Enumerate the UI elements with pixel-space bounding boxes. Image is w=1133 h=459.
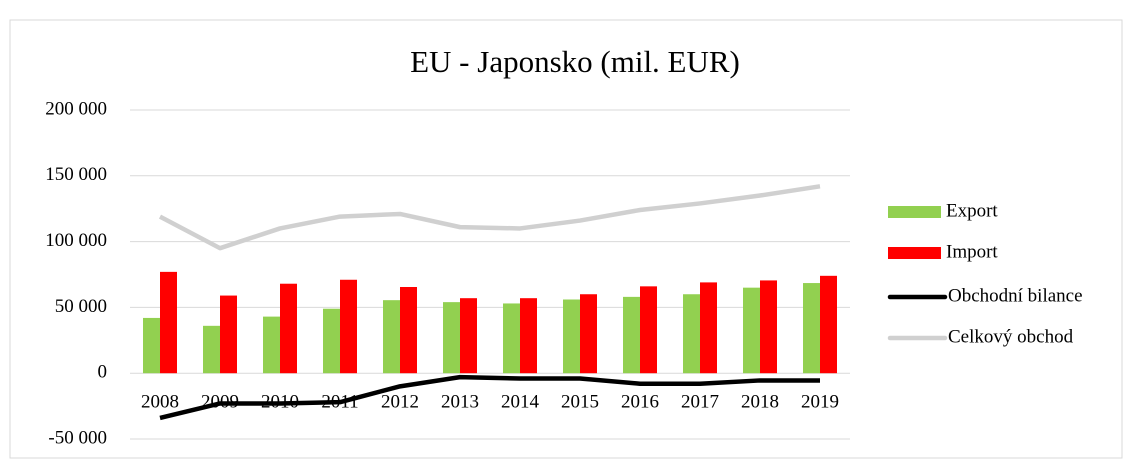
x-tick-label: 2014	[501, 392, 540, 413]
legend-swatch	[888, 206, 941, 218]
x-tick-label: 2019	[801, 392, 839, 413]
bar	[820, 275, 837, 374]
x-tick-label: 2012	[381, 392, 419, 413]
bar	[743, 287, 760, 374]
bar	[160, 271, 177, 374]
bar	[503, 303, 520, 374]
y-tick-label: 200 000	[45, 98, 107, 119]
legend-label: Export	[946, 200, 998, 221]
bar	[460, 298, 477, 374]
x-tick-label: 2016	[621, 392, 659, 413]
y-tick-label: 150 000	[45, 164, 107, 185]
bar	[700, 282, 717, 374]
x-tick-label: 2015	[561, 392, 599, 413]
bar	[220, 295, 237, 374]
x-tick-label: 2017	[681, 392, 719, 413]
bar	[143, 317, 160, 374]
bar	[760, 280, 777, 374]
x-tick-label: 2008	[141, 392, 179, 413]
y-tick-label: -50 000	[48, 427, 107, 448]
bar	[580, 294, 597, 374]
bar	[280, 283, 297, 374]
bar	[263, 316, 280, 374]
bar	[640, 286, 657, 374]
bar	[400, 287, 417, 374]
y-tick-label: 50 000	[55, 296, 107, 317]
bar	[340, 279, 357, 374]
legend-label: Celkový obchod	[948, 326, 1074, 347]
x-tick-label: 2018	[741, 392, 779, 413]
chart-title: EU - Japonsko (mil. EUR)	[410, 44, 740, 79]
bar	[803, 283, 820, 374]
chart-border	[9, 19, 1123, 459]
y-tick-label: 0	[98, 362, 108, 383]
bar	[323, 308, 340, 374]
bar	[203, 325, 220, 374]
bar	[623, 296, 640, 374]
line	[159, 374, 820, 421]
line	[158, 184, 821, 251]
legend-label: Obchodní bilance	[948, 285, 1083, 306]
bar	[443, 302, 460, 374]
legend-swatch	[888, 247, 941, 259]
bar	[683, 294, 700, 374]
y-tick-label: 100 000	[45, 230, 107, 251]
bar	[563, 299, 580, 374]
legend-label: Import	[946, 241, 998, 262]
x-tick-label: 2013	[441, 392, 479, 413]
bar	[520, 298, 537, 374]
bar	[383, 300, 400, 374]
